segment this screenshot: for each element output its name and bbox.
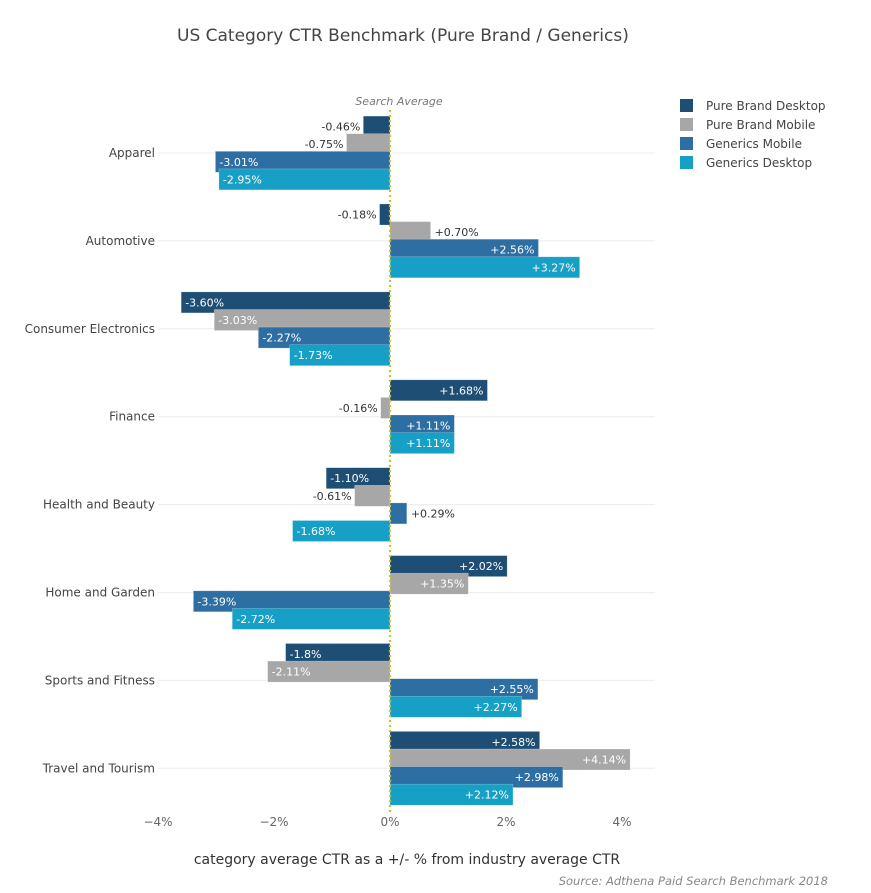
bar-data-label: -2.11% <box>272 666 311 679</box>
bar-data-label: -1.68% <box>297 525 336 538</box>
category-label: Apparel <box>109 146 155 160</box>
bars: -0.46% -0.75% -3.01% -2.95% -0.18% +0.70% +2.5… <box>180 115 631 806</box>
bar-data-label: -1.10% <box>330 472 369 485</box>
x-tick-label: 4% <box>612 815 631 829</box>
legend-swatch <box>680 99 693 112</box>
bar-data-label: -0.16% <box>339 402 378 415</box>
category-label: Sports and Fitness <box>45 673 155 687</box>
legend-label: Generics Mobile <box>706 137 802 151</box>
bar-data-label: +2.58% <box>491 736 535 749</box>
bar-data-label: -3.39% <box>197 595 236 608</box>
bar-generics-desktop <box>389 256 580 279</box>
x-tick-label: 0% <box>380 815 399 829</box>
bar-data-label: +0.29% <box>411 507 455 520</box>
bar-pure-brand-desktop <box>379 203 391 226</box>
bar-data-label: -1.73% <box>294 349 333 362</box>
bar-data-label: -3.01% <box>219 156 258 169</box>
bar-data-label: +3.27% <box>531 261 575 274</box>
x-axis: −4% −2% 0% 2% 4% <box>143 815 631 829</box>
category-label: Finance <box>109 410 155 424</box>
bar-data-label: +4.14% <box>582 754 626 767</box>
bar-generics-desktop <box>389 432 455 454</box>
legend-label: Pure Brand Mobile <box>706 118 815 132</box>
legend: Pure Brand Desktop Pure Brand Mobile Gener… <box>680 99 826 170</box>
bar-generics-desktop <box>218 168 391 191</box>
bar-data-label: +2.55% <box>490 683 534 696</box>
bar-generics-desktop <box>231 608 391 630</box>
category-label: Travel and Tourism <box>42 761 155 775</box>
bar-generics-desktop <box>389 783 514 806</box>
bar-data-label: +2.27% <box>473 701 517 714</box>
legend-swatch <box>680 156 693 169</box>
bar-data-label: -3.03% <box>218 314 257 327</box>
category-label: Automotive <box>86 234 155 248</box>
legend-swatch <box>680 118 693 131</box>
bar-data-label: +2.56% <box>490 244 534 257</box>
category-label: Consumer Electronics <box>25 322 155 336</box>
bar-data-label: +2.12% <box>465 789 509 802</box>
category-axis: Apparel Automotive Consumer Electronics Fin… <box>25 146 155 775</box>
source-note: Source: Adthena Paid Search Benchmark 20… <box>559 874 828 888</box>
legend-label: Generics Desktop <box>706 156 812 170</box>
bar-data-label: +0.70% <box>435 226 479 239</box>
legend-swatch <box>680 137 693 150</box>
x-tick-label: −4% <box>143 815 172 829</box>
bar-data-label: -0.46% <box>321 121 360 134</box>
search-average-annotation: Search Average <box>355 95 443 108</box>
bar-data-label: +2.02% <box>459 560 503 573</box>
bar-data-label: +1.35% <box>420 578 464 591</box>
bar-data-label: -2.27% <box>262 332 301 345</box>
bar-data-label: +1.11% <box>406 437 450 450</box>
bar-data-label: -3.60% <box>185 296 224 309</box>
category-label: Health and Beauty <box>43 498 155 512</box>
bar-data-label: -0.75% <box>305 138 344 151</box>
legend-label: Pure Brand Desktop <box>706 99 826 113</box>
bar-data-label: +1.11% <box>406 420 450 433</box>
x-tick-label: 2% <box>496 815 515 829</box>
x-axis-title: category average CTR as a +/- % from ind… <box>194 852 621 868</box>
chart-title: US Category CTR Benchmark (Pure Brand / … <box>177 26 629 46</box>
bar-data-label: -2.95% <box>223 173 262 186</box>
bar-data-label: +1.68% <box>439 384 483 397</box>
bar-data-label: -0.18% <box>338 209 377 222</box>
bar-pure-brand-mobile <box>389 572 469 595</box>
bar-data-label: -0.61% <box>313 490 352 503</box>
bar-generics-mobile <box>389 502 408 525</box>
bar-pure-brand-mobile <box>354 484 391 507</box>
bar-pure-brand-mobile <box>380 397 391 419</box>
x-tick-label: −2% <box>259 815 288 829</box>
bar-data-label: -1.8% <box>290 648 322 661</box>
bar-data-label: -2.72% <box>236 613 275 626</box>
bar-data-label: +2.98% <box>515 771 559 784</box>
category-label: Home and Garden <box>45 586 155 600</box>
